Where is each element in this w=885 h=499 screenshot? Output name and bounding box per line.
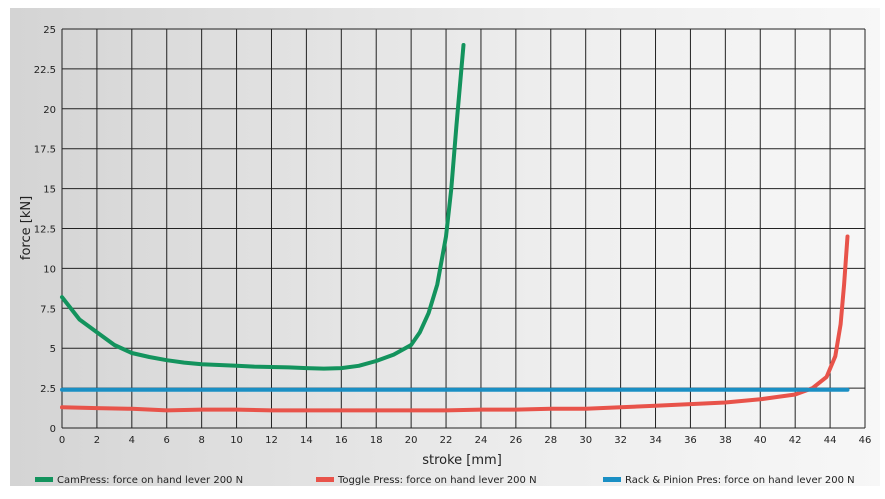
y-tick-label: 17.5 (34, 145, 56, 156)
legend-item: CamPress: force on hand lever 200 N (35, 475, 243, 486)
x-tick-label: 20 (405, 435, 418, 446)
legend: CamPress: force on hand lever 200 N Toggl… (35, 475, 855, 486)
x-tick-label: 2 (94, 435, 100, 446)
x-axis-title: stroke [mm] (422, 453, 502, 468)
series-group (60, 43, 850, 413)
legend-swatch (316, 477, 334, 482)
x-tick-label: 22 (440, 435, 453, 446)
x-tick-label: 36 (684, 435, 697, 446)
y-tick-label: 15 (43, 185, 56, 196)
legend-label: Rack & Pinion Pres: force on hand lever … (625, 475, 855, 486)
x-tick-label: 8 (198, 435, 204, 446)
y-tick-label: 25 (43, 25, 56, 36)
x-tick-label: 38 (719, 435, 732, 446)
x-tick-label: 0 (59, 435, 65, 446)
x-tick-label: 30 (579, 435, 592, 446)
legend-swatch (35, 477, 53, 482)
legend-label: CamPress: force on hand lever 200 N (57, 475, 243, 486)
legend-swatch (603, 477, 621, 482)
y-tick-label: 5 (50, 344, 56, 355)
y-tick-label: 0 (50, 424, 56, 435)
x-tick-label: 32 (614, 435, 627, 446)
x-tick-label: 34 (649, 435, 662, 446)
x-tick-label: 24 (475, 435, 488, 446)
series-line-1 (60, 43, 466, 371)
y-tick-label: 12.5 (34, 225, 56, 236)
legend-label: Toggle Press: force on hand lever 200 N (337, 475, 537, 486)
legend-item: Rack & Pinion Pres: force on hand lever … (603, 475, 855, 486)
y-tick-label: 7.5 (40, 304, 56, 315)
x-tick-label: 18 (370, 435, 383, 446)
y-tick-label: 10 (43, 264, 56, 275)
x-tick-label: 42 (789, 435, 802, 446)
tick-labels: 0 2 4 6 8 10 12 14 16 18 20 22 24 26 28 30 32 34 36 38 40 42 4… (34, 25, 872, 446)
y-tick-label: 20 (43, 105, 56, 116)
y-axis-title: force [kN] (19, 196, 34, 260)
x-tick-label: 10 (230, 435, 243, 446)
x-tick-label: 40 (754, 435, 767, 446)
x-tick-label: 6 (164, 435, 170, 446)
x-tick-label: 14 (300, 435, 313, 446)
x-tick-label: 26 (510, 435, 523, 446)
x-tick-label: 4 (129, 435, 135, 446)
series-line-2 (60, 234, 850, 413)
y-tick-label: 2.5 (40, 384, 56, 395)
x-tick-label: 12 (265, 435, 278, 446)
x-tick-label: 46 (859, 435, 872, 446)
legend-item: Toggle Press: force on hand lever 200 N (316, 475, 537, 486)
x-tick-label: 44 (824, 435, 837, 446)
x-tick-label: 16 (335, 435, 348, 446)
x-tick-label: 28 (544, 435, 557, 446)
y-tick-label: 22.5 (34, 65, 56, 76)
